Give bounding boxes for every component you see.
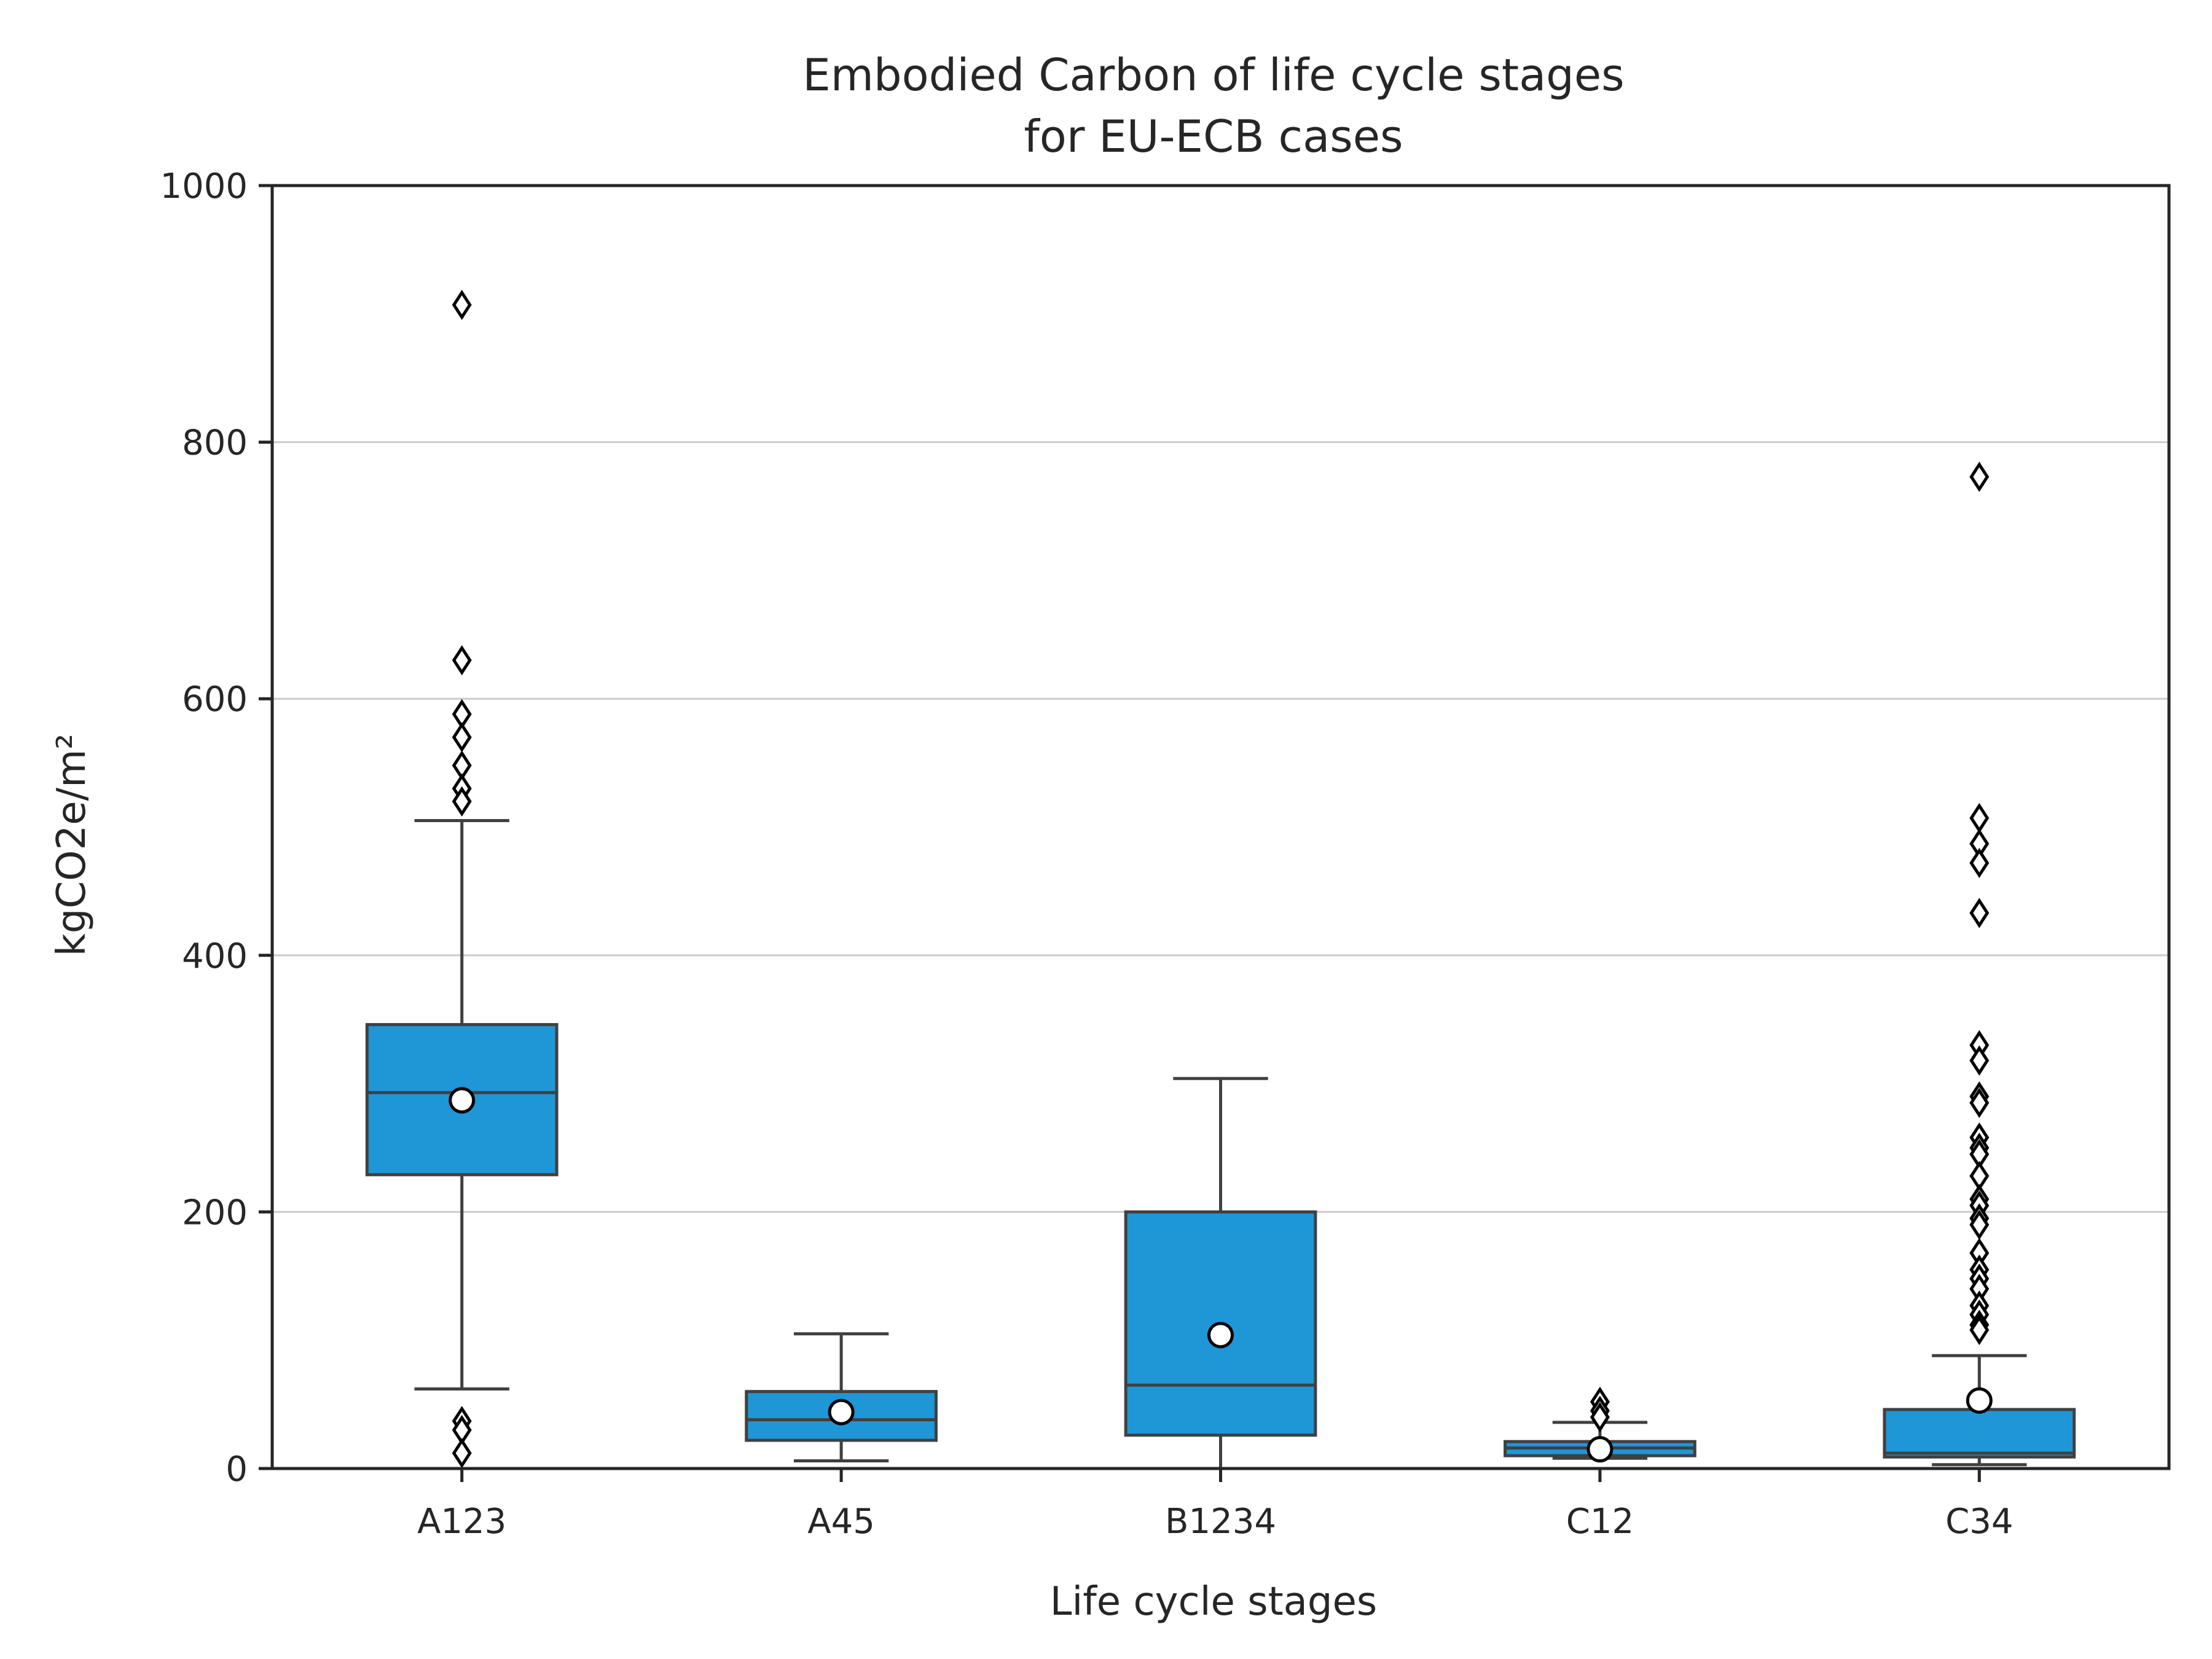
mean-marker <box>1586 1436 1614 1463</box>
outlier-point <box>1969 898 1990 928</box>
chart-title-line-2: for EU-ECB cases <box>1024 111 1403 162</box>
outlier-point <box>1969 1314 1990 1346</box>
y-tick-label: 800 <box>182 423 248 463</box>
outlier-point <box>1969 847 1990 879</box>
outlier-point <box>1969 1209 1990 1240</box>
outlier-point <box>452 722 472 753</box>
axes: 0 200 400 600 800 1000 A123 A45 B1234 C12 C34 <box>160 167 2013 1542</box>
mean-marker <box>1207 1322 1234 1349</box>
outlier-point <box>1969 802 1990 833</box>
marker-series <box>449 289 1993 1469</box>
x-tick-label: A123 <box>417 1502 506 1542</box>
x-tick-label: B1234 <box>1165 1502 1276 1542</box>
x-axis-label: Life cycle stages <box>1050 1579 1377 1625</box>
y-axis-label: kgCO2e/m² <box>49 734 95 956</box>
box-b1234 <box>1124 1077 1317 1470</box>
box-a123 <box>365 819 559 1391</box>
y-tick-label: 1000 <box>160 167 248 206</box>
outlier-point <box>1969 461 1990 492</box>
y-tick-label: 200 <box>182 1193 248 1233</box>
mean-marker <box>1966 1387 1993 1414</box>
y-tick-label: 0 <box>226 1449 248 1489</box>
chart-title-line-1: Embodied Carbon of life cycle stages <box>802 49 1624 101</box>
mean-marker <box>828 1398 855 1426</box>
mean-marker <box>449 1087 476 1114</box>
outlier-point <box>452 645 472 676</box>
box-c34 <box>1883 1354 2076 1467</box>
outlier-point <box>452 786 472 817</box>
box-a45 <box>745 1332 938 1462</box>
y-tick-label: 400 <box>182 936 248 976</box>
y-tick-label: 600 <box>182 680 248 720</box>
x-tick-label: C12 <box>1566 1502 1634 1542</box>
x-tick-label: A45 <box>807 1502 875 1542</box>
outlier-point <box>1969 1045 1990 1076</box>
outlier-point <box>452 289 472 320</box>
box-iqr <box>1883 1408 2076 1459</box>
x-tick-label: C34 <box>1945 1502 2013 1542</box>
box-series <box>365 819 2076 1470</box>
outlier-point <box>1590 1402 1610 1433</box>
outlier-point <box>1969 1088 1990 1118</box>
outlier-point <box>452 1438 472 1469</box>
